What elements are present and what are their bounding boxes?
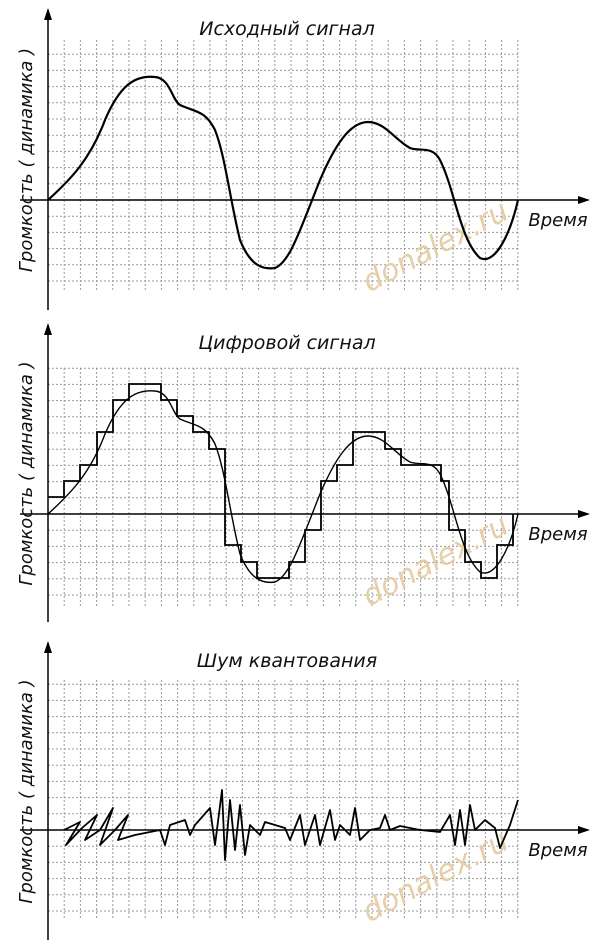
x-axis-label: Время <box>528 210 587 231</box>
panel-title: Цифровой сигнал <box>198 332 375 354</box>
watermark: donalex.ru <box>357 824 515 930</box>
axes <box>20 643 588 940</box>
digital-signal <box>48 383 514 579</box>
panel-title: Шум квантования <box>197 650 377 672</box>
x-axis-label: Время <box>528 840 587 861</box>
panel-title: Исходный сигнал <box>199 18 374 40</box>
x-axis-label: Время <box>528 524 587 545</box>
axes <box>20 10 588 310</box>
panel: donalex.ru Шум квантования Время Громкость … <box>16 641 590 940</box>
axes <box>20 325 588 622</box>
grid <box>48 40 519 292</box>
grid <box>48 680 519 920</box>
panel: donalex.ru Цифровой сигнал Время Громкость … <box>16 323 590 622</box>
panels: donalex.ru Исходный сигнал Время Громкость … <box>16 8 590 940</box>
watermark: donalex.ru <box>357 508 515 614</box>
grids <box>48 40 519 920</box>
y-axis-label: Громкость ( динамика ) <box>16 679 37 903</box>
quantization-noise <box>63 789 519 861</box>
panel: donalex.ru Исходный сигнал Время Громкость … <box>16 8 590 310</box>
y-axis-label: Громкость ( динамика ) <box>16 361 37 585</box>
watermark: donalex.ru <box>357 194 515 300</box>
y-axis-label: Громкость ( динамика ) <box>16 48 37 272</box>
